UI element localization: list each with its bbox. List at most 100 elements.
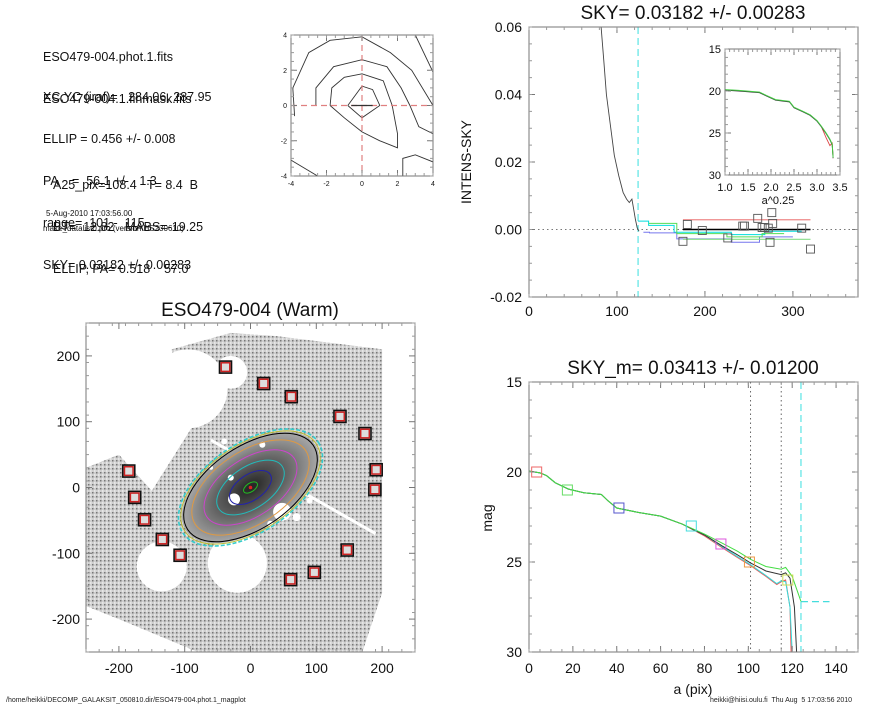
sky-box-inner bbox=[342, 544, 353, 556]
isophote-ellipse bbox=[177, 428, 324, 547]
contour-line bbox=[329, 73, 398, 149]
y-tick-label: -100 bbox=[52, 545, 80, 561]
sky-sample-square bbox=[682, 219, 692, 229]
sky-box-inner bbox=[139, 514, 150, 525]
x-tick-label: 100 bbox=[305, 660, 329, 676]
x-tick-label: -100 bbox=[171, 660, 199, 676]
sky-sample-square bbox=[797, 223, 807, 233]
sky-sample-square bbox=[697, 226, 707, 235]
mag-series-green bbox=[529, 470, 802, 602]
x-tick-label: 0 bbox=[525, 660, 533, 676]
y-tick-label: -2 bbox=[281, 138, 287, 145]
x-tick-label: 2.5 bbox=[786, 182, 801, 194]
param-line: range= 101.- 115. bbox=[43, 216, 149, 230]
masked-star bbox=[292, 513, 301, 522]
sky-data bbox=[529, 27, 858, 297]
sky-plot-ylabel: INTENS-SKY bbox=[458, 119, 474, 204]
sky-box-inner bbox=[309, 567, 320, 578]
x-tick-label: 60 bbox=[653, 660, 669, 676]
sky-plot-title: SKY= 0.03182 +/- 0.00283 bbox=[580, 3, 805, 24]
sky-box-inner bbox=[334, 411, 346, 422]
level-square bbox=[613, 502, 625, 514]
sky-box-inner bbox=[285, 574, 296, 585]
galaxy-center bbox=[248, 485, 253, 490]
mask-region bbox=[148, 349, 228, 429]
y-tick-label: 200 bbox=[57, 348, 81, 364]
x-tick-label: 200 bbox=[693, 303, 717, 319]
y-tick-label: -4 bbox=[281, 174, 287, 181]
y-tick-label: 0.00 bbox=[495, 222, 522, 238]
y-tick-label: 25 bbox=[709, 128, 721, 140]
level-square bbox=[715, 538, 727, 550]
contour-line bbox=[292, 36, 433, 117]
x-tick-label: -4 bbox=[288, 181, 294, 188]
y-tick-label: 2 bbox=[283, 68, 287, 75]
contour-plot: -4 -2 0 2 4 -4 -2 0 2 4 bbox=[281, 33, 435, 188]
y-tick-label: 25 bbox=[506, 554, 522, 570]
y-tick-label: 4 bbox=[283, 33, 287, 40]
x-tick-label: 1.5 bbox=[740, 182, 755, 194]
contour-line bbox=[291, 159, 318, 176]
y-tick-label: -200 bbox=[52, 611, 80, 627]
sky-box-inner bbox=[175, 550, 186, 561]
contour-line bbox=[347, 85, 381, 119]
x-tick-label: 3.0 bbox=[809, 182, 824, 194]
sky-sample-square bbox=[768, 218, 778, 228]
inset-curve-green bbox=[724, 89, 834, 158]
mag-data bbox=[529, 382, 830, 652]
inset-frame bbox=[724, 48, 841, 176]
sky-sample-square bbox=[678, 236, 688, 246]
sky-box-inner bbox=[129, 492, 140, 503]
sky-sample-square bbox=[740, 221, 749, 231]
sky-sample-square bbox=[753, 213, 763, 223]
catalog-line: ELLIP, PA= 0.518 57.0 bbox=[53, 262, 189, 276]
file-name: ESO479-004.phot.1.fits bbox=[43, 50, 173, 64]
x-tick-label: 0 bbox=[525, 303, 533, 319]
galaxy-image-plot: -200 -100 0 100 200 -200 -100 0 100 200 bbox=[52, 322, 416, 676]
x-tick-label: 20 bbox=[565, 660, 581, 676]
mag-series-red bbox=[529, 470, 792, 652]
x-tick-label: 300 bbox=[781, 303, 805, 319]
sky-box-inner bbox=[286, 391, 297, 402]
mag-profile-plot: 0 20 40 60 80 100 120 140 15 20 25 30 bbox=[506, 374, 859, 676]
param-line: PA = 56.1 +/- 1.3 bbox=[43, 174, 157, 188]
level-square bbox=[685, 520, 697, 532]
catalog-line: BT= 12.82 MABS=-19.25 bbox=[53, 220, 204, 234]
x-tick-label: 2.0 bbox=[763, 182, 778, 194]
sky-box-inner bbox=[258, 378, 269, 389]
x-tick-label: 140 bbox=[824, 660, 848, 676]
timestamp: 5-Aug-2010 17:03:56.00 bbox=[46, 209, 133, 218]
galaxy-plot-title: ESO479-004 (Warm) bbox=[161, 300, 339, 321]
x-tick-label: 200 bbox=[370, 660, 394, 676]
x-tick-label: 3.5 bbox=[832, 182, 847, 194]
isophote-ellipse bbox=[183, 432, 318, 543]
y-tick-label: 100 bbox=[57, 414, 81, 430]
contour-lines bbox=[291, 35, 433, 176]
y-tick-label: 15 bbox=[506, 374, 522, 390]
masked-star bbox=[306, 497, 313, 504]
sky-box-inner bbox=[123, 466, 134, 477]
y-tick-label: 20 bbox=[506, 464, 522, 480]
y-tick-label: 30 bbox=[709, 170, 721, 182]
catalog-params: A25_pix=108.4 T= 8.4 B BT= 12.82 MABS=-1… bbox=[53, 150, 203, 290]
footer-path: /home/heikki/DECOMP_GALAKSIT_050810.dir/… bbox=[6, 697, 246, 704]
y-tick-label: 0.04 bbox=[495, 87, 522, 103]
x-tick-label: 4 bbox=[431, 181, 435, 188]
x-tick-label: 40 bbox=[609, 660, 625, 676]
x-tick-label: -2 bbox=[323, 181, 329, 188]
inset-plot: 1.0 1.5 2.0 2.5 3.0 3.5 15 20 25 30 bbox=[709, 44, 848, 194]
isophote-ellipse bbox=[216, 459, 285, 516]
sky-sample-square bbox=[765, 237, 775, 247]
contour-line bbox=[315, 59, 433, 135]
mag-plot-title: SKY_m= 0.03413 +/- 0.01200 bbox=[567, 358, 818, 379]
param-line: ELLIP = 0.456 +/- 0.008 bbox=[43, 132, 176, 146]
masked-star bbox=[221, 438, 228, 445]
isophote-ellipse bbox=[243, 481, 258, 494]
param-line: SKY= 0.03182 +/- 0.00283 bbox=[43, 258, 192, 272]
contour-line bbox=[414, 35, 433, 73]
catalog-line: A25_pix=108.4 T= 8.4 B bbox=[53, 178, 199, 192]
y-tick-label: 15 bbox=[709, 44, 721, 56]
sky-sample-square bbox=[806, 244, 815, 254]
sky-profile-plot: 0 100 200 300 -0.02 0.00 0.02 0.04 0.06 bbox=[490, 19, 859, 319]
